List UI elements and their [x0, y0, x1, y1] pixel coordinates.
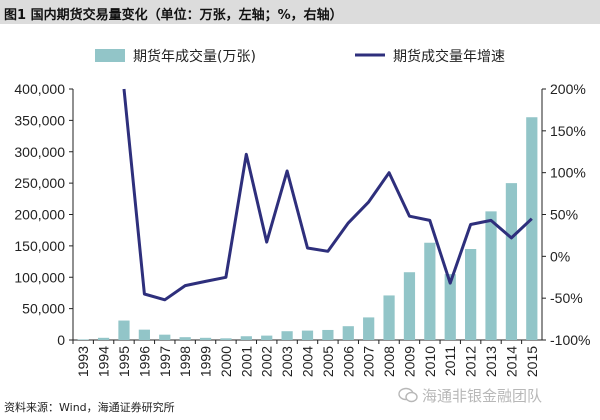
right-tick-label: 0% — [550, 248, 570, 264]
x-tick-label: 2007 — [361, 346, 377, 377]
bar-2005 — [322, 329, 334, 340]
x-tick-label: 1996 — [136, 346, 152, 377]
bar-1994 — [97, 337, 110, 340]
volume-chart: 期货年成交量(万张) 期货成交量年增速 400,000 350,000 300,00… — [14, 48, 590, 377]
source-note: 资料来源：Wind，海通证券研究所 — [4, 401, 175, 414]
bar-2007 — [363, 317, 375, 340]
bar-2003 — [281, 331, 293, 340]
right-tick-label: 200% — [550, 81, 586, 97]
right-tick-label: 100% — [550, 165, 586, 181]
right-tick-label: 50% — [550, 207, 578, 223]
bar-2004 — [301, 330, 314, 340]
x-tick-label: 2000 — [218, 346, 234, 377]
bar-2002 — [261, 335, 273, 340]
bar-2000 — [220, 338, 232, 340]
legend-bar-label: 期货年成交量(万张) — [133, 48, 256, 65]
right-tick-label: 150% — [550, 123, 586, 139]
legend-line-label: 期货成交量年增速 — [393, 48, 505, 65]
x-tick-label: 2009 — [401, 346, 417, 377]
x-tick-label: 1999 — [198, 346, 214, 377]
left-axis-ticks: 400,000 350,000 300,000 250,000 200,000 150,0… — [14, 81, 73, 348]
x-tick-label: 2010 — [422, 346, 438, 377]
watermark-text: 海通非银金融团队 — [422, 387, 543, 405]
x-tick-label: 2005 — [320, 346, 336, 377]
bar-2001 — [240, 336, 252, 340]
x-tick-label: 1993 — [75, 346, 91, 377]
bar-2015 — [526, 117, 538, 340]
right-tick-label: -100% — [550, 332, 590, 348]
bar-2012 — [465, 249, 477, 340]
bar-1995 — [118, 320, 130, 340]
bar-2011 — [444, 274, 456, 340]
x-tick-label: 2002 — [259, 346, 275, 377]
x-tick-label: 1994 — [96, 346, 112, 377]
bar-1999 — [199, 337, 212, 340]
x-tick-label: 2011 — [442, 346, 458, 376]
left-tick-label: 150,000 — [14, 238, 65, 254]
left-tick-label: 300,000 — [14, 144, 65, 160]
x-tick-label: 2006 — [340, 346, 356, 377]
x-tick-label: 2012 — [463, 346, 479, 377]
x-axis-ticks: 1993 1994 1995 1996 1997 1998 1999 2000 2001 2002… — [72, 340, 540, 377]
x-tick-label: 2015 — [524, 346, 540, 377]
bar-2009 — [403, 272, 416, 340]
wechat-icon — [398, 387, 418, 403]
bar-2010 — [424, 242, 436, 340]
x-tick-label: 2014 — [503, 346, 519, 377]
x-tick-label: 2001 — [238, 346, 254, 377]
x-tick-label: 1995 — [116, 346, 132, 377]
growth-line — [122, 88, 533, 302]
left-tick-label: 350,000 — [14, 112, 65, 128]
bar-1993 — [77, 339, 89, 340]
bar-2014 — [505, 183, 518, 340]
left-tick-label: 100,000 — [14, 269, 65, 285]
figure-title: 图1 国内期货交易量变化（单位：万张，左轴；%，右轴） — [4, 8, 343, 23]
x-tick-label: 1998 — [177, 346, 193, 377]
bar-2006 — [342, 326, 354, 340]
x-tick-label: 2013 — [483, 346, 499, 377]
bar-1997 — [159, 334, 171, 340]
left-tick-label: 50,000 — [22, 301, 65, 317]
left-tick-label: 200,000 — [14, 207, 65, 223]
watermark: 海通非银金融团队 — [398, 385, 542, 406]
right-tick-label: -50% — [550, 290, 583, 306]
figure-header: 图1 国内期货交易量变化（单位：万张，左轴；%，右轴） — [0, 0, 600, 24]
bar-2013 — [485, 211, 497, 340]
x-tick-label: 2003 — [279, 346, 295, 377]
legend-bar-swatch — [95, 49, 125, 62]
bar-2008 — [383, 295, 395, 340]
left-tick-label: 250,000 — [14, 175, 65, 191]
bar-1996 — [138, 329, 150, 340]
x-tick-label: 1997 — [157, 346, 173, 377]
bar-1998 — [179, 337, 191, 340]
left-tick-label: 400,000 — [14, 81, 65, 97]
x-tick-label: 2008 — [381, 346, 397, 377]
right-axis-ticks: 200% 150% 100% 50% 0% -50% -100% — [542, 81, 590, 348]
x-tick-label: 2004 — [300, 346, 316, 377]
left-tick-label: 0 — [57, 332, 65, 348]
bar-series — [77, 117, 538, 340]
legend: 期货年成交量(万张) 期货成交量年增速 — [95, 48, 505, 65]
